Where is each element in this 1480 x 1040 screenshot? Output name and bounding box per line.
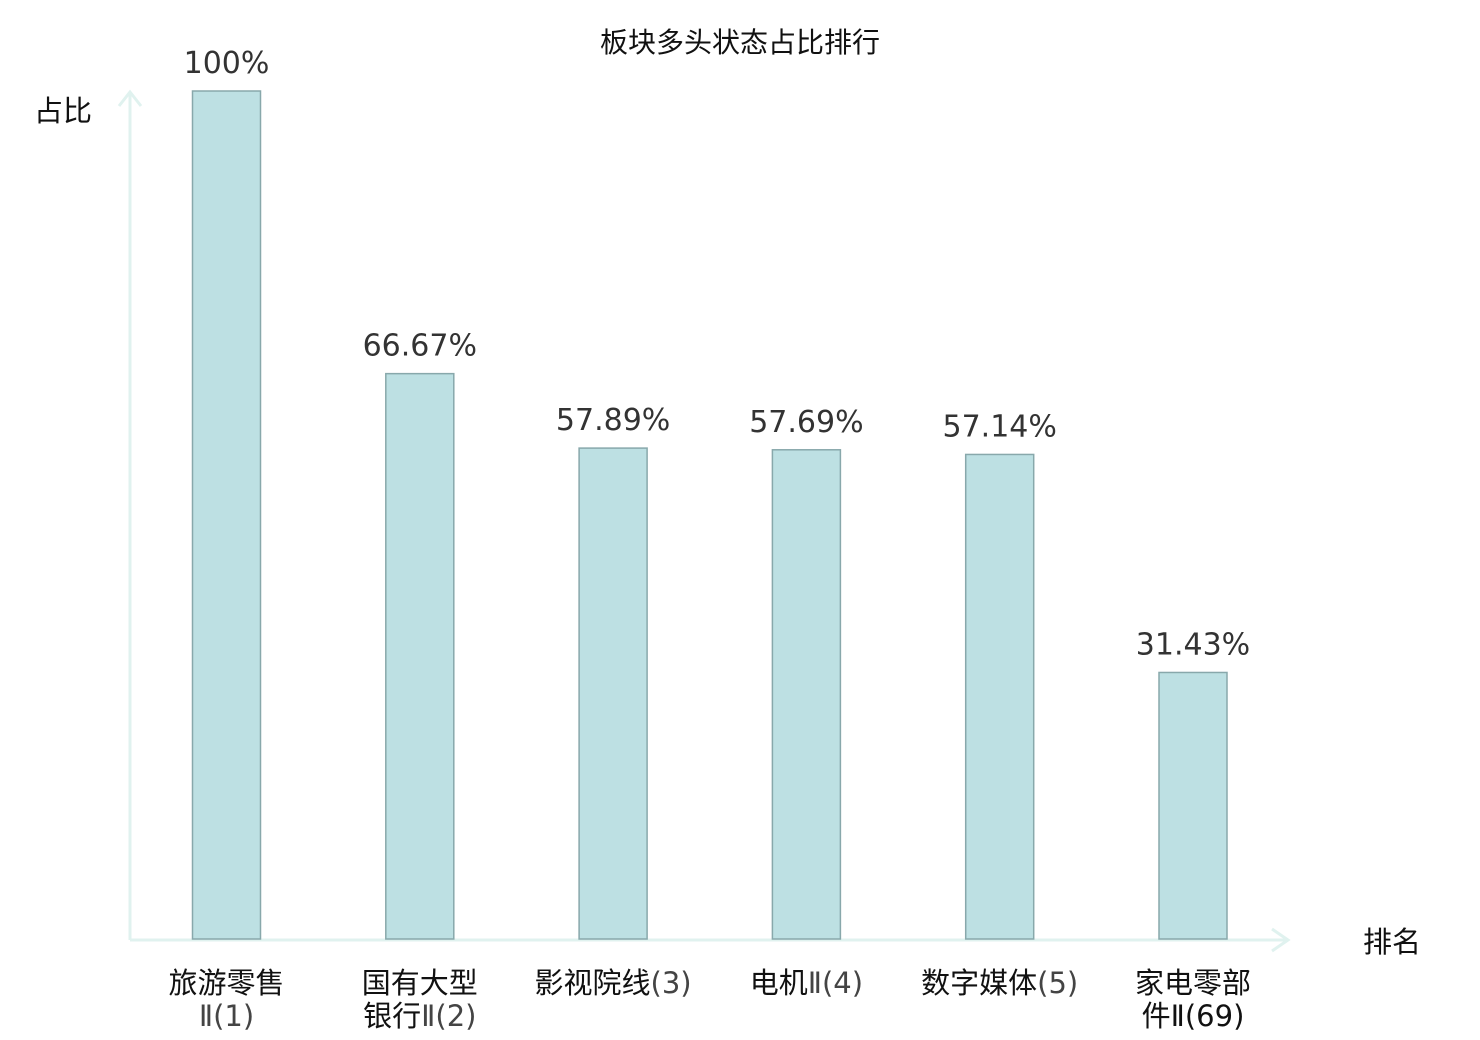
bar bbox=[578, 447, 648, 940]
category-rank: Ⅱ(1) bbox=[199, 999, 254, 1033]
bar bbox=[1158, 671, 1228, 940]
x-tick-label: 旅游零售 bbox=[168, 966, 284, 1000]
chart-title: 板块多头状态占比排行 bbox=[600, 26, 880, 59]
category-rank: Ⅱ(69) bbox=[1171, 999, 1245, 1033]
bar-value-label: 57.14% bbox=[943, 409, 1057, 444]
x-tick-label: 影视院线(3) bbox=[535, 966, 692, 1000]
x-tick-label: 件Ⅱ(69) bbox=[1142, 999, 1245, 1033]
category-rank: Ⅱ(4) bbox=[808, 966, 863, 1000]
category-name: 旅游零售 bbox=[168, 966, 284, 1000]
category-name: 数字媒体 bbox=[921, 966, 1037, 1000]
bar-value-label: 57.69% bbox=[749, 405, 863, 440]
bar bbox=[964, 453, 1035, 940]
category-name: 银行 bbox=[363, 999, 421, 1033]
bar bbox=[385, 372, 455, 940]
bars bbox=[191, 90, 1228, 940]
category-rank: Ⅱ(2) bbox=[421, 999, 476, 1033]
bar-value-label: 57.89% bbox=[556, 403, 670, 438]
x-tick-label: 国有大型 bbox=[362, 966, 478, 1000]
y-axis-label: 占比 bbox=[34, 94, 92, 128]
x-tick-label: 数字媒体(5) bbox=[921, 966, 1078, 1000]
bar bbox=[771, 449, 842, 940]
category-rank: (3) bbox=[651, 966, 692, 1000]
value-labels: 100% 66.67% 57.89% 57.69% 57.14% 31.43% bbox=[184, 46, 1251, 662]
category-name: 国有大型 bbox=[362, 966, 478, 1000]
x-tick-label: 电机Ⅱ(4) bbox=[750, 966, 863, 1000]
axes bbox=[117, 89, 1291, 953]
x-tick-label: 家电零部 bbox=[1135, 966, 1251, 1000]
category-name: 电机 bbox=[750, 966, 808, 1000]
bar-value-label: 100% bbox=[184, 46, 270, 81]
category-name: 家电零部 bbox=[1135, 966, 1251, 1000]
category-rank: (5) bbox=[1037, 966, 1078, 1000]
category-name: 影视院线 bbox=[535, 966, 651, 1000]
y-axis-arrow bbox=[117, 89, 143, 107]
category-name: 件 bbox=[1142, 999, 1171, 1033]
bar-value-label: 66.67% bbox=[363, 329, 477, 364]
x-axis-label: 排名 bbox=[1363, 925, 1421, 959]
x-axis-arrow bbox=[1271, 927, 1291, 953]
bar-value-label: 31.43% bbox=[1136, 627, 1250, 662]
x-tick-label: Ⅱ(1) bbox=[199, 999, 254, 1033]
x-tick-label: 银行Ⅱ(2) bbox=[363, 999, 476, 1033]
bar bbox=[191, 90, 262, 940]
